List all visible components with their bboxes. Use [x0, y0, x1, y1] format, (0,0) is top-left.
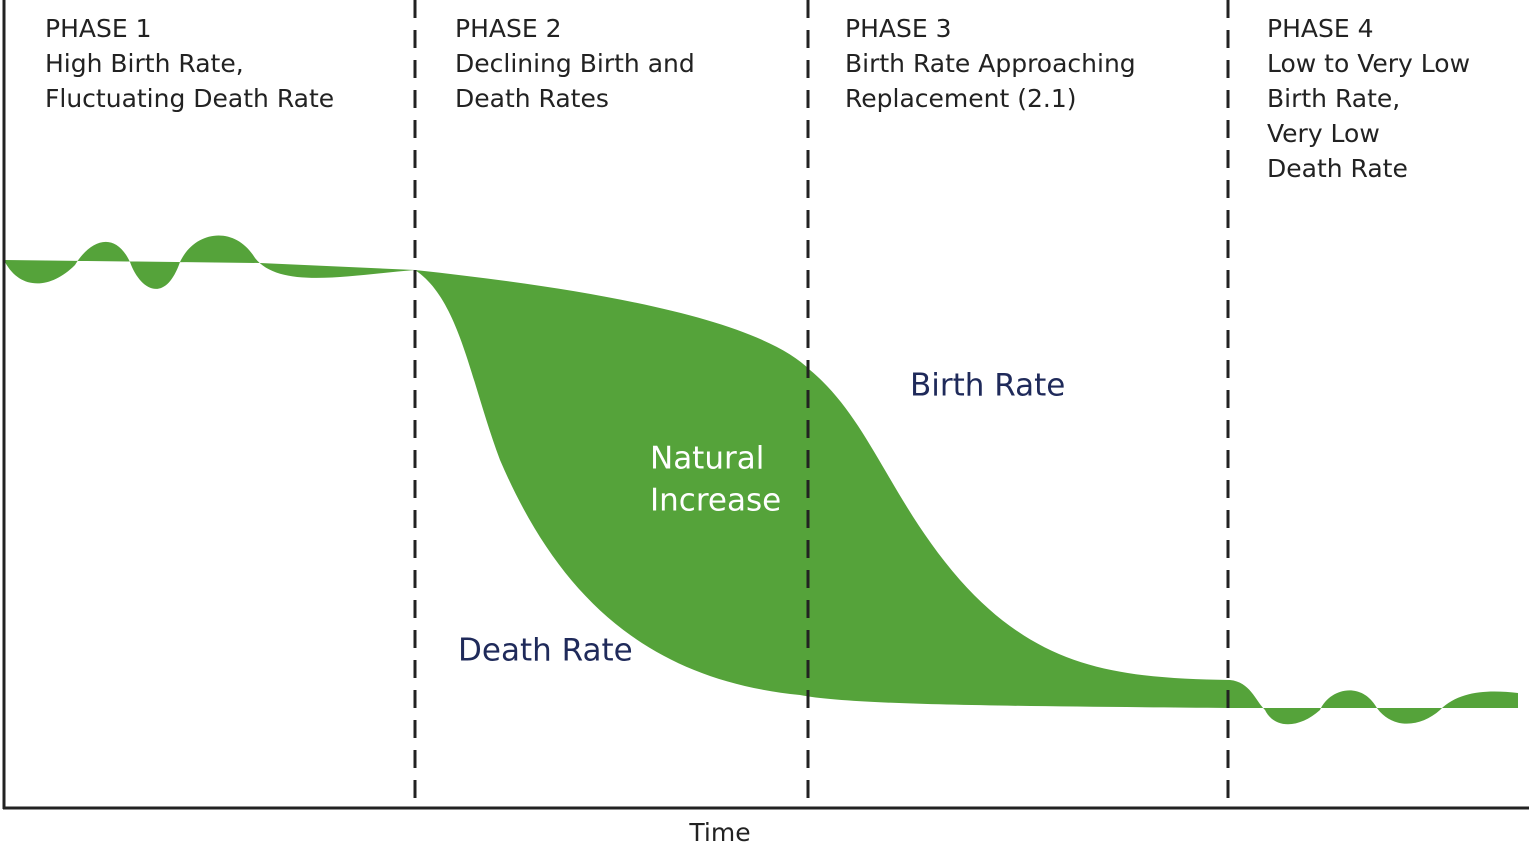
phase-4: PHASE 4 Low to Very Low Birth Rate, Very…: [1267, 14, 1470, 183]
x-axis-label: Time: [688, 818, 750, 847]
phase-text: Low to Very Low: [1267, 49, 1470, 78]
natural-increase-area: [415, 270, 1518, 725]
phase-2: PHASE 2 Declining Birth and Death Rates: [455, 14, 695, 113]
phase-title: PHASE 2: [455, 14, 562, 43]
phase-text: Declining Birth and: [455, 49, 695, 78]
natural-increase-label: Increase: [650, 483, 781, 519]
phase-text: Birth Rate,: [1267, 84, 1400, 113]
birth-rate-label: Birth Rate: [910, 368, 1065, 404]
phase-text: Very Low: [1267, 119, 1380, 148]
phase-text: Replacement (2.1): [845, 84, 1076, 113]
natural-increase-phase1: [5, 235, 415, 289]
phase-1: PHASE 1 High Birth Rate, Fluctuating Dea…: [45, 14, 334, 113]
phase-title: PHASE 3: [845, 14, 952, 43]
phase-text: Death Rate: [1267, 154, 1408, 183]
phase-text: High Birth Rate,: [45, 49, 244, 78]
phase-title: PHASE 1: [45, 14, 152, 43]
phase-text: Death Rates: [455, 84, 609, 113]
phase-text: Fluctuating Death Rate: [45, 84, 334, 113]
phase-text: Birth Rate Approaching: [845, 49, 1136, 78]
phase-3: PHASE 3 Birth Rate Approaching Replaceme…: [845, 14, 1136, 113]
phase-title: PHASE 4: [1267, 14, 1374, 43]
natural-increase-label: Natural: [650, 441, 764, 477]
phase-dividers: [413, 0, 1230, 808]
death-rate-label: Death Rate: [458, 633, 633, 669]
